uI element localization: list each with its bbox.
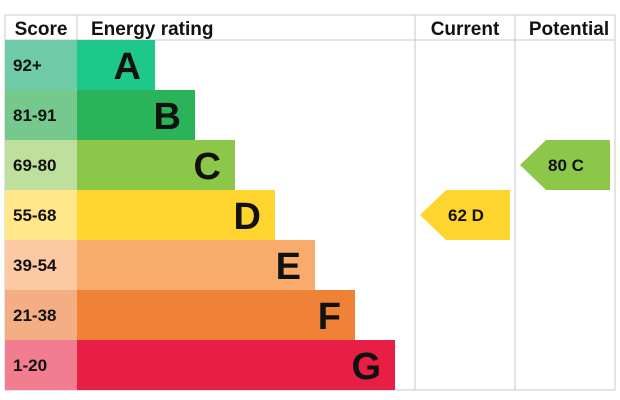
score-label-f: 21-38	[13, 306, 56, 325]
rating-arrows: 62 D 80 C	[420, 140, 610, 240]
score-cell-b	[5, 90, 77, 140]
potential-arrow	[520, 140, 610, 190]
band-letter-d: D	[234, 196, 261, 238]
score-cell-e	[5, 240, 77, 290]
band-bar-b	[77, 90, 195, 140]
band-bar-e	[77, 240, 315, 290]
current-arrow-label: 62 D	[448, 206, 484, 225]
band-bar-c	[77, 140, 235, 190]
potential-header: Potential	[529, 19, 609, 40]
band-bar-a	[77, 40, 155, 90]
band-letter-b: B	[154, 96, 181, 138]
score-label-b: 81-91	[13, 106, 56, 125]
score-label-d: 55-68	[13, 206, 56, 225]
score-label-c: 69-80	[13, 156, 56, 175]
energy-rating-header: Energy rating	[91, 19, 213, 40]
score-label-e: 39-54	[13, 256, 57, 275]
band-bar-f	[77, 290, 355, 340]
band-letter-f: F	[318, 296, 341, 338]
band-bar-g	[77, 340, 395, 390]
score-cell-g	[5, 340, 77, 390]
score-cell-f	[5, 290, 77, 340]
potential-arrow-label: 80 C	[548, 156, 584, 175]
band-letter-a: A	[114, 46, 141, 88]
score-cell-d	[5, 190, 77, 240]
current-arrow	[420, 190, 510, 240]
current-header: Current	[431, 19, 500, 40]
score-cell-c	[5, 140, 77, 190]
band-letter-g: G	[351, 346, 381, 388]
rating-bands: 92+ A 81-91 B 69-80 C 55-68 D 39-54 E 21-38 F 1-20 G	[5, 40, 395, 390]
score-header: Score	[15, 19, 68, 40]
score-label-g: 1-20	[13, 356, 47, 375]
score-label-a: 92+	[13, 56, 42, 75]
band-letter-e: E	[276, 246, 301, 288]
score-cell-a	[5, 40, 77, 90]
band-bar-d	[77, 190, 275, 240]
band-letter-c: C	[194, 146, 221, 188]
